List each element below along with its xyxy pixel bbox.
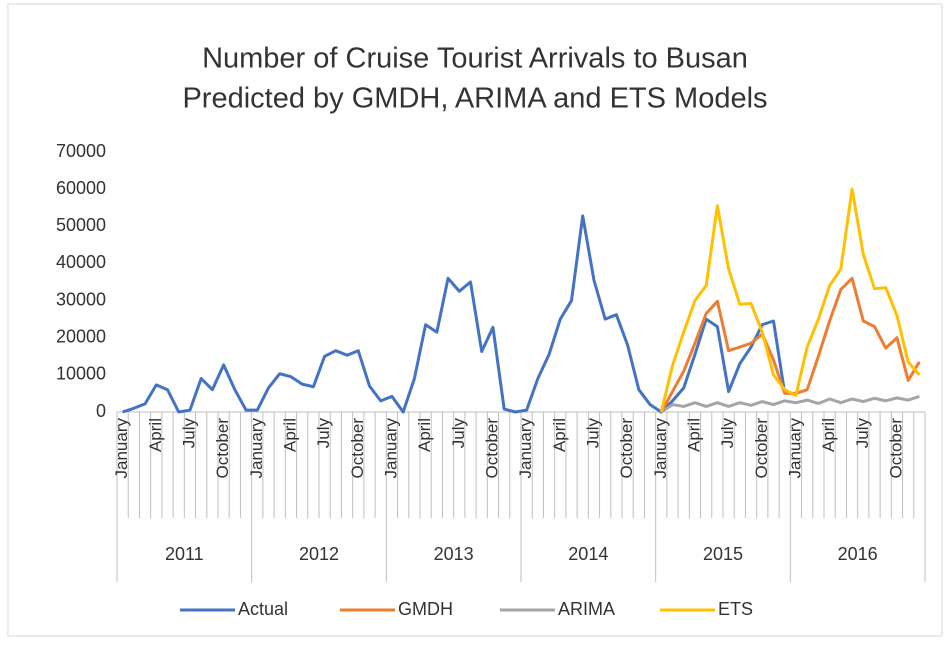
group-label: 2015 bbox=[703, 544, 743, 564]
x-tick-label: January bbox=[651, 418, 670, 479]
legend-label: GMDH bbox=[398, 599, 453, 619]
x-tick-label: April bbox=[550, 418, 569, 452]
group-label: 2013 bbox=[434, 544, 474, 564]
series-line bbox=[659, 187, 921, 413]
x-tick-label: October bbox=[617, 418, 636, 479]
x-tick-label: April bbox=[819, 418, 838, 452]
y-tick-label: 50000 bbox=[56, 215, 106, 235]
series-line bbox=[122, 214, 787, 414]
x-tick-label: October bbox=[482, 418, 501, 479]
x-tick-label: July bbox=[179, 418, 198, 449]
y-tick-label: 40000 bbox=[56, 252, 106, 272]
x-tick-label: April bbox=[280, 418, 299, 452]
x-tick-label: July bbox=[718, 418, 737, 449]
y-tick-label: 30000 bbox=[56, 289, 106, 309]
x-tick-label: October bbox=[348, 418, 367, 479]
group-label: 2011 bbox=[165, 544, 204, 564]
x-tick-label: January bbox=[381, 418, 400, 479]
x-tick-label: October bbox=[752, 418, 771, 479]
legend-label: Actual bbox=[238, 599, 288, 619]
group-label: 2016 bbox=[838, 544, 878, 564]
x-tick-label: January bbox=[112, 418, 131, 479]
series-line bbox=[660, 394, 920, 414]
x-tick-label: January bbox=[247, 418, 266, 479]
y-tick-label: 20000 bbox=[56, 326, 106, 346]
chart-title: Predicted by GMDH, ARIMA and ETS Models bbox=[182, 83, 767, 115]
x-tick-label: April bbox=[415, 418, 434, 452]
x-tick-label: January bbox=[785, 418, 804, 479]
y-tick-label: 0 bbox=[96, 401, 106, 421]
group-label: 2012 bbox=[299, 544, 339, 564]
y-tick-label: 60000 bbox=[56, 178, 106, 198]
x-tick-label: October bbox=[213, 418, 232, 479]
legend-label: ARIMA bbox=[558, 599, 615, 619]
y-tick-label: 70000 bbox=[56, 141, 106, 161]
x-tick-label: July bbox=[314, 418, 333, 449]
chart-title: Number of Cruise Tourist Arrivals to Bus… bbox=[202, 43, 748, 75]
group-label: 2014 bbox=[568, 544, 608, 564]
chart-border bbox=[7, 3, 943, 637]
x-tick-label: July bbox=[449, 418, 468, 449]
x-tick-label: October bbox=[886, 418, 905, 479]
x-tick-label: April bbox=[684, 418, 703, 452]
x-tick-label: January bbox=[516, 418, 535, 479]
x-tick-label: April bbox=[146, 418, 165, 452]
y-tick-label: 10000 bbox=[56, 364, 106, 384]
x-tick-label: July bbox=[853, 418, 872, 449]
legend-label: ETS bbox=[718, 599, 753, 619]
x-tick-label: July bbox=[583, 418, 602, 449]
